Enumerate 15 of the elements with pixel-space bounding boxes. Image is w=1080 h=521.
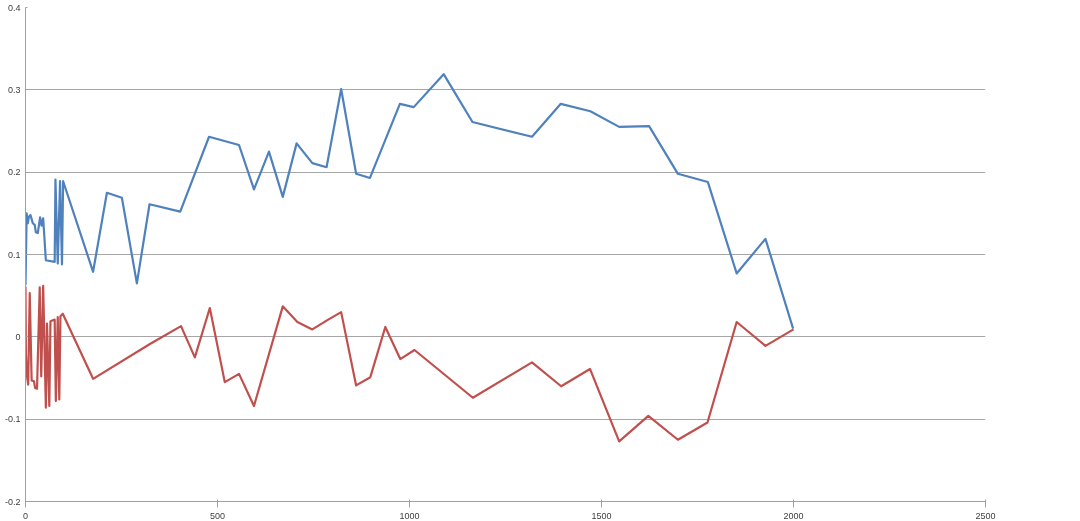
x-tick-label: 500 (209, 510, 226, 521)
x-tick-label: 1500 (591, 510, 612, 521)
y-tick-label: 0.1 (7, 249, 21, 260)
y-tick-label: -0.1 (4, 414, 21, 425)
x-tick-label: 2500 (975, 510, 996, 521)
y-tick-label: 0 (15, 331, 21, 342)
y-tick-label: 0.2 (7, 167, 21, 178)
x-tick-label: 0 (23, 510, 29, 521)
x-tick-label: 1000 (399, 510, 420, 521)
y-tick-label: 0.3 (7, 84, 21, 95)
line-series (25, 73, 795, 330)
y-tick-label: -0.2 (4, 496, 21, 507)
y-tick-label: 0.4 (7, 2, 21, 13)
line-series (25, 284, 795, 443)
x-tick-label: 2000 (783, 510, 804, 521)
